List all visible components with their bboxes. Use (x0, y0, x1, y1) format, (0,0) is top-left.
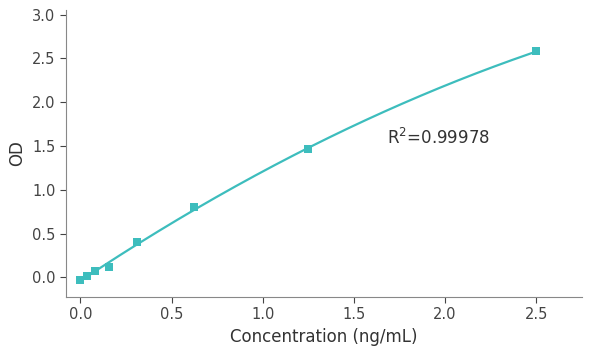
Point (189, 205, 199, 210)
Point (90, 268, 99, 274)
X-axis label: Concentration (ng/mL): Concentration (ng/mL) (230, 328, 418, 346)
Point (76, 277, 85, 283)
Point (104, 264, 113, 270)
Y-axis label: OD: OD (8, 141, 27, 166)
Point (133, 240, 142, 245)
Point (532, 48, 541, 54)
Point (303, 147, 313, 152)
Point (83, 273, 92, 279)
Text: $\mathregular{R^2}$=0.99978: $\mathregular{R^2}$=0.99978 (386, 128, 490, 148)
